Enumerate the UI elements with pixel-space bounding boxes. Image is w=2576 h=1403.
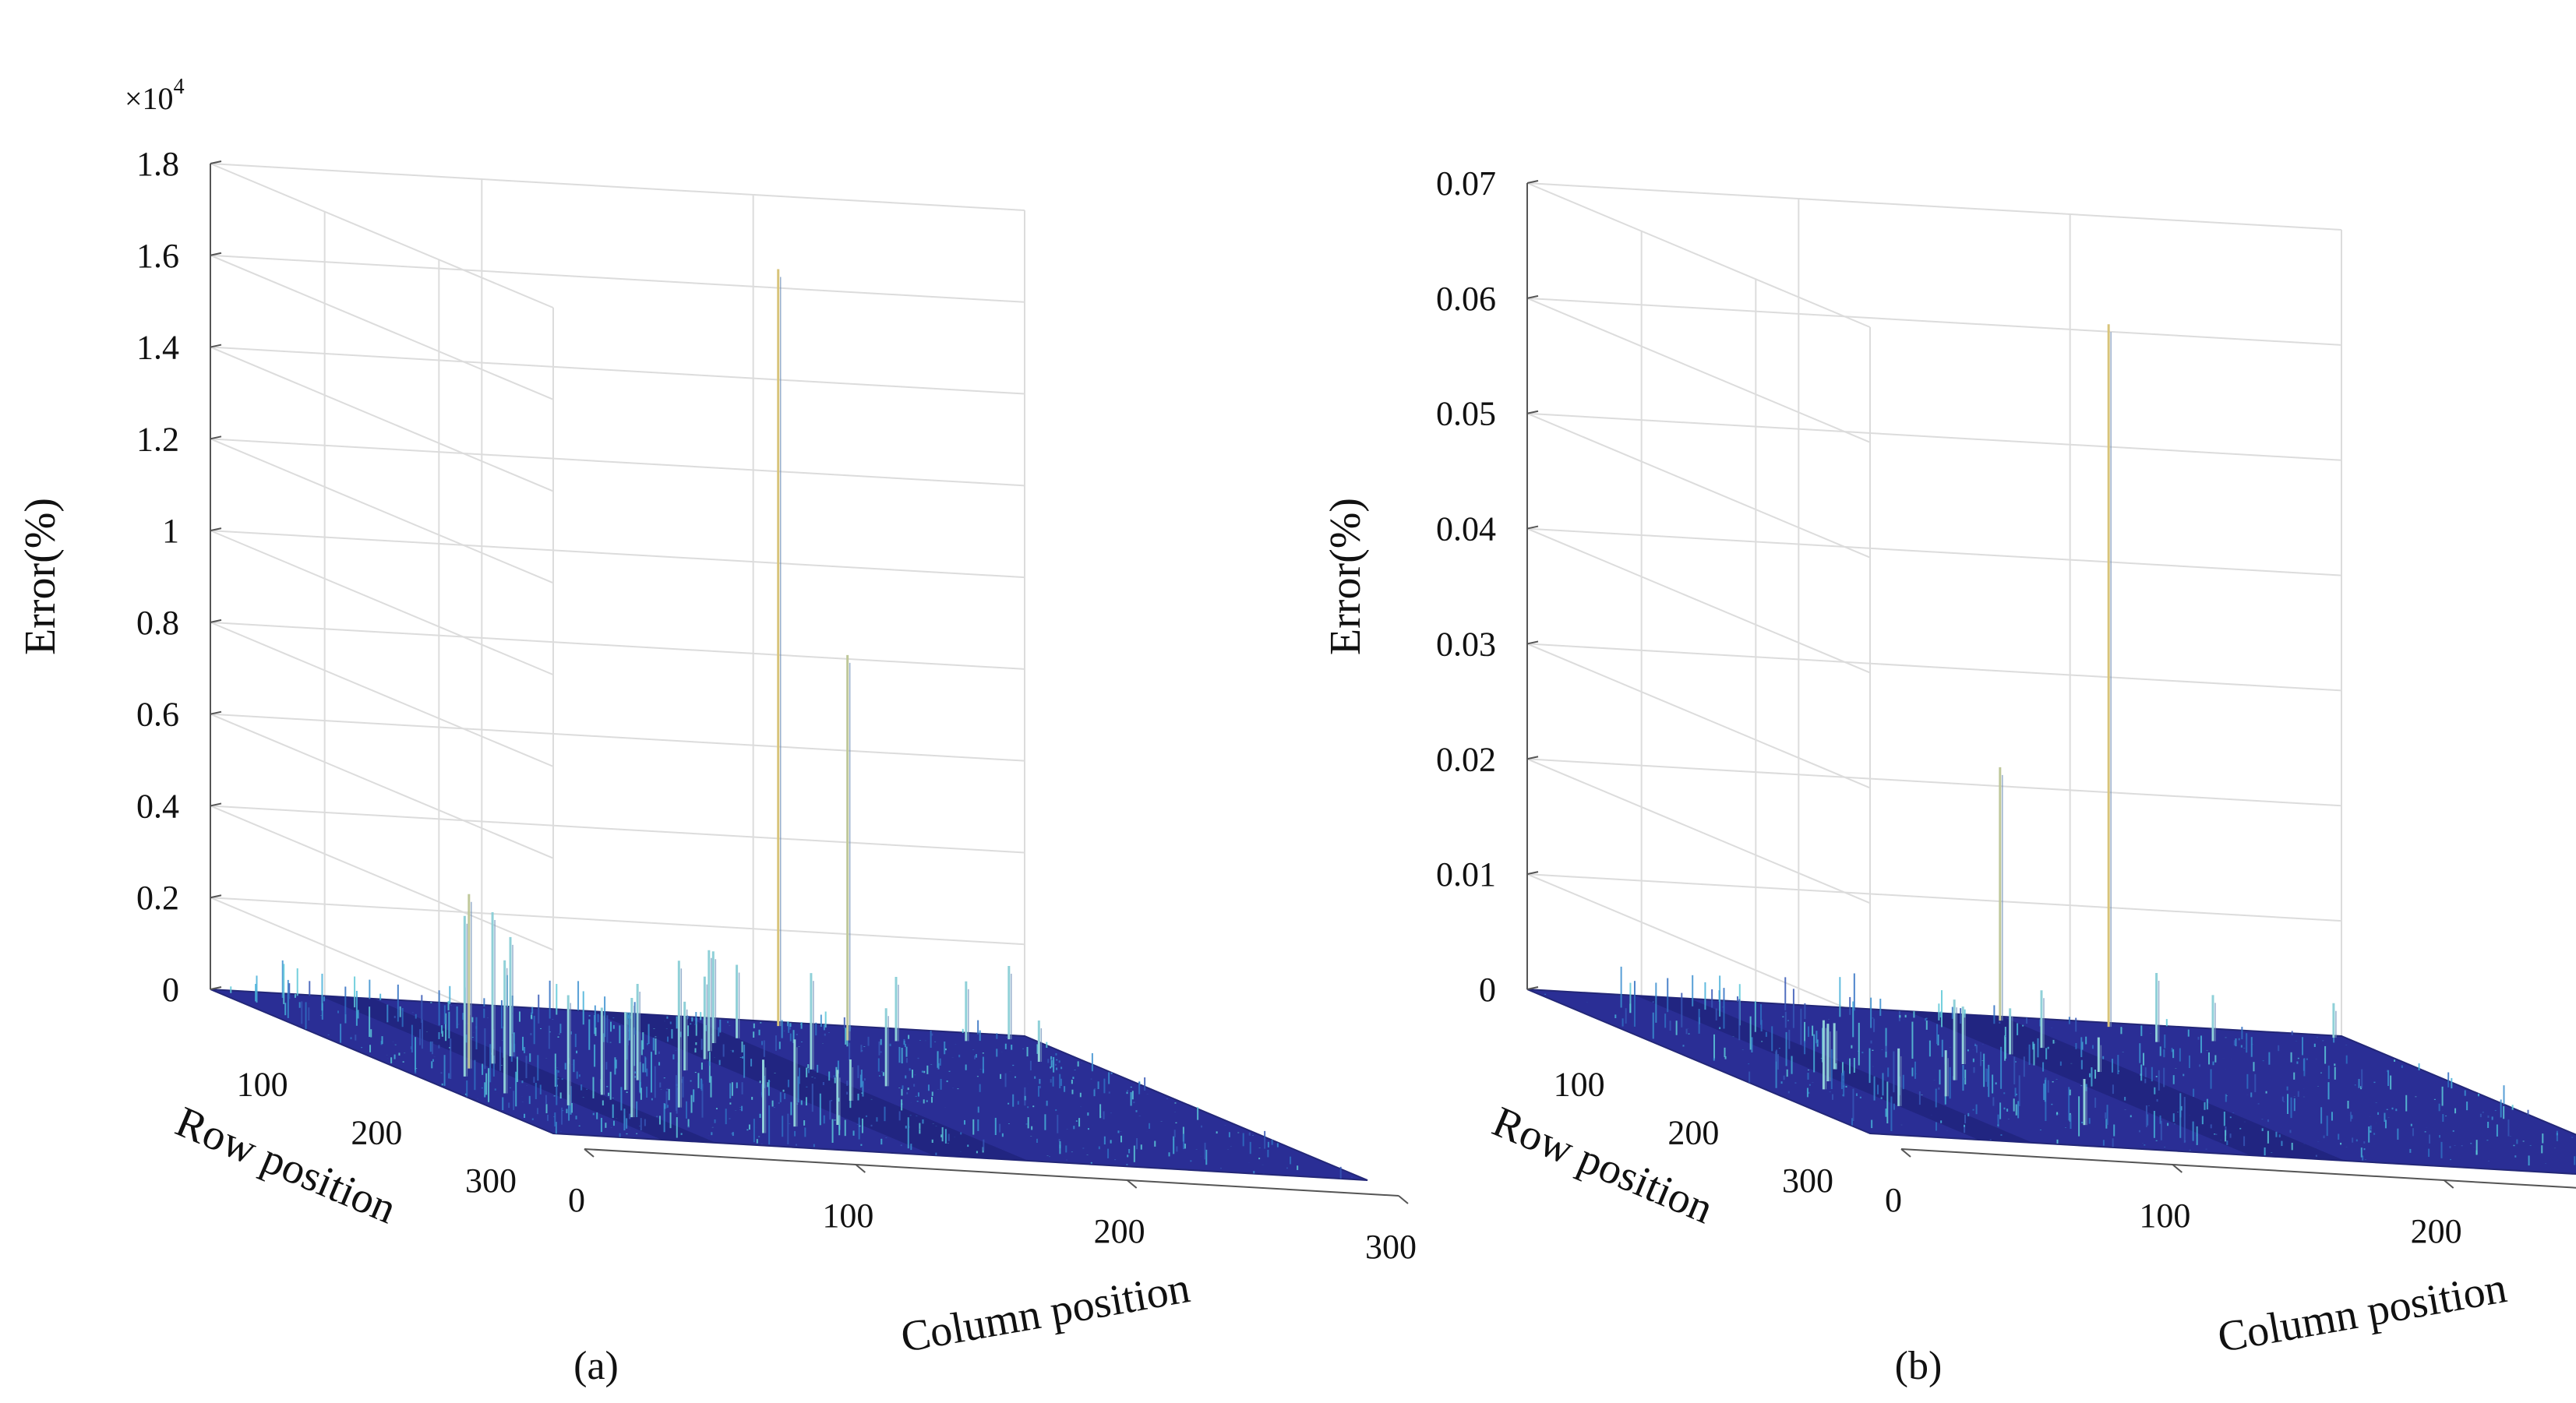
row-tick-label: 200	[351, 1113, 402, 1151]
z-tick-label: 0.2	[136, 879, 179, 917]
z-tick-mark	[210, 252, 222, 256]
column-tick-mark	[1127, 1179, 1138, 1189]
z-tick-label: 1.6	[136, 237, 179, 275]
z-tick-mark	[210, 160, 222, 164]
z-tick-label: 0.02	[1436, 740, 1496, 778]
z-axis-label: Error(%)	[1322, 498, 1370, 655]
column-tick-mark	[855, 1164, 866, 1173]
column-ticks: 0 100 200 300	[568, 1148, 1417, 1266]
column-tick-label: 100	[2139, 1197, 2190, 1235]
z-tick-mark	[210, 435, 222, 440]
z-tick-mark	[1526, 986, 1539, 990]
spikes	[463, 269, 1043, 1133]
z-tick-label: 0.01	[1436, 855, 1496, 894]
panel-caption: (b)	[1895, 1344, 1943, 1388]
z-gridline	[210, 438, 1025, 584]
column-axis-label: Column position	[898, 1264, 1194, 1362]
column-tick-mark	[1900, 1148, 1911, 1158]
column-tick-label: 100	[822, 1197, 873, 1235]
z-tick-mark	[210, 344, 222, 348]
z-axis-label: Error(%)	[16, 498, 65, 655]
z-tick-label: 0	[162, 971, 179, 1009]
column-tick-mark	[2444, 1179, 2454, 1189]
z-gridline	[210, 346, 1025, 492]
z-gridline	[210, 254, 1025, 400]
z-multiplier: ×104	[125, 75, 185, 116]
column-axis-line	[584, 1148, 1399, 1197]
z-tick-label: 1.4	[136, 329, 179, 367]
z-tick-mark	[1526, 294, 1539, 299]
panel-a: 0 0.2 0.4 0.6 0.8 1 1.2 1.4 1.6 1.8 100 200 300 0 100 2…	[16, 75, 1417, 1388]
spikes	[1822, 324, 2337, 1126]
z-tick-label: 0.4	[136, 787, 179, 825]
column-axis-label: Column position	[2214, 1264, 2511, 1362]
column-tick-label: 0	[568, 1181, 585, 1219]
z-multiplier-base: ×10	[125, 81, 174, 116]
z-tick-label: 0.07	[1436, 164, 1496, 203]
row-ticks: 100 200 300	[237, 1066, 517, 1200]
z-tick-mark	[1526, 525, 1539, 530]
z-tick-label: 0.06	[1436, 280, 1496, 318]
z-tick-mark	[1526, 756, 1539, 760]
z-tick-mark	[1526, 180, 1539, 184]
column-tick-mark	[584, 1148, 595, 1158]
axes	[1526, 183, 2576, 1189]
z-tick-label: 0	[1479, 971, 1496, 1009]
z-tick-label: 1.8	[136, 145, 179, 183]
z-gridline	[210, 713, 1025, 859]
z-tick-mark	[210, 894, 222, 899]
z-tick-label: 1.2	[136, 420, 179, 458]
z-tick-label: 0.03	[1436, 625, 1496, 663]
row-ticks: 100 200 300	[1554, 1066, 1833, 1200]
row-tick-label: 300	[465, 1162, 517, 1200]
row-tick-label: 300	[1782, 1162, 1833, 1200]
column-tick-label: 200	[1094, 1212, 1145, 1250]
z-multiplier-exponent: 4	[174, 75, 185, 99]
z-tick-label: 0.04	[1436, 510, 1496, 548]
row-tick-label: 200	[1667, 1113, 1719, 1151]
panel-caption: (a)	[573, 1344, 619, 1388]
z-tick-mark	[210, 710, 222, 715]
z-tick-mark	[1526, 871, 1539, 876]
column-tick-mark	[2172, 1164, 2183, 1173]
z-gridline	[210, 163, 1025, 308]
z-ticks: 0 0.2 0.4 0.6 0.8 1 1.2 1.4 1.6 1.8	[136, 145, 222, 1009]
axes	[210, 164, 1399, 1197]
z-ticks: 0 0.01 0.02 0.03 0.04 0.05 0.06 0.07	[1436, 164, 1539, 1009]
column-tick-label: 200	[2411, 1212, 2462, 1250]
panel-b: 0 0.01 0.02 0.03 0.04 0.05 0.06 0.07 100 200 300 0 1…	[1322, 164, 2576, 1388]
z-tick-mark	[210, 619, 222, 623]
surface-band	[1907, 1011, 2345, 1161]
z-tick-label: 0.6	[136, 696, 179, 734]
z-tick-mark	[1526, 410, 1539, 414]
row-tick-label: 100	[1554, 1066, 1605, 1104]
surface-band	[590, 1011, 1029, 1161]
column-tick-label: 0	[1885, 1181, 1902, 1219]
z-gridline	[210, 621, 1025, 767]
z-tick-mark	[1526, 640, 1539, 645]
z-gridline	[210, 530, 1025, 676]
z-tick-label: 0.8	[136, 604, 179, 642]
z-gridline	[210, 805, 1025, 951]
z-tick-label: 1	[162, 512, 179, 550]
z-tick-label: 0.05	[1436, 395, 1496, 433]
column-axis-line	[1900, 1148, 2576, 1189]
error-surface	[210, 960, 1368, 1181]
column-tick-mark	[1398, 1195, 1409, 1204]
z-tick-mark	[210, 986, 222, 990]
row-tick-label: 100	[237, 1066, 288, 1104]
column-tick-label: 300	[1365, 1228, 1417, 1266]
z-tick-mark	[210, 527, 222, 532]
z-tick-mark	[210, 802, 222, 807]
